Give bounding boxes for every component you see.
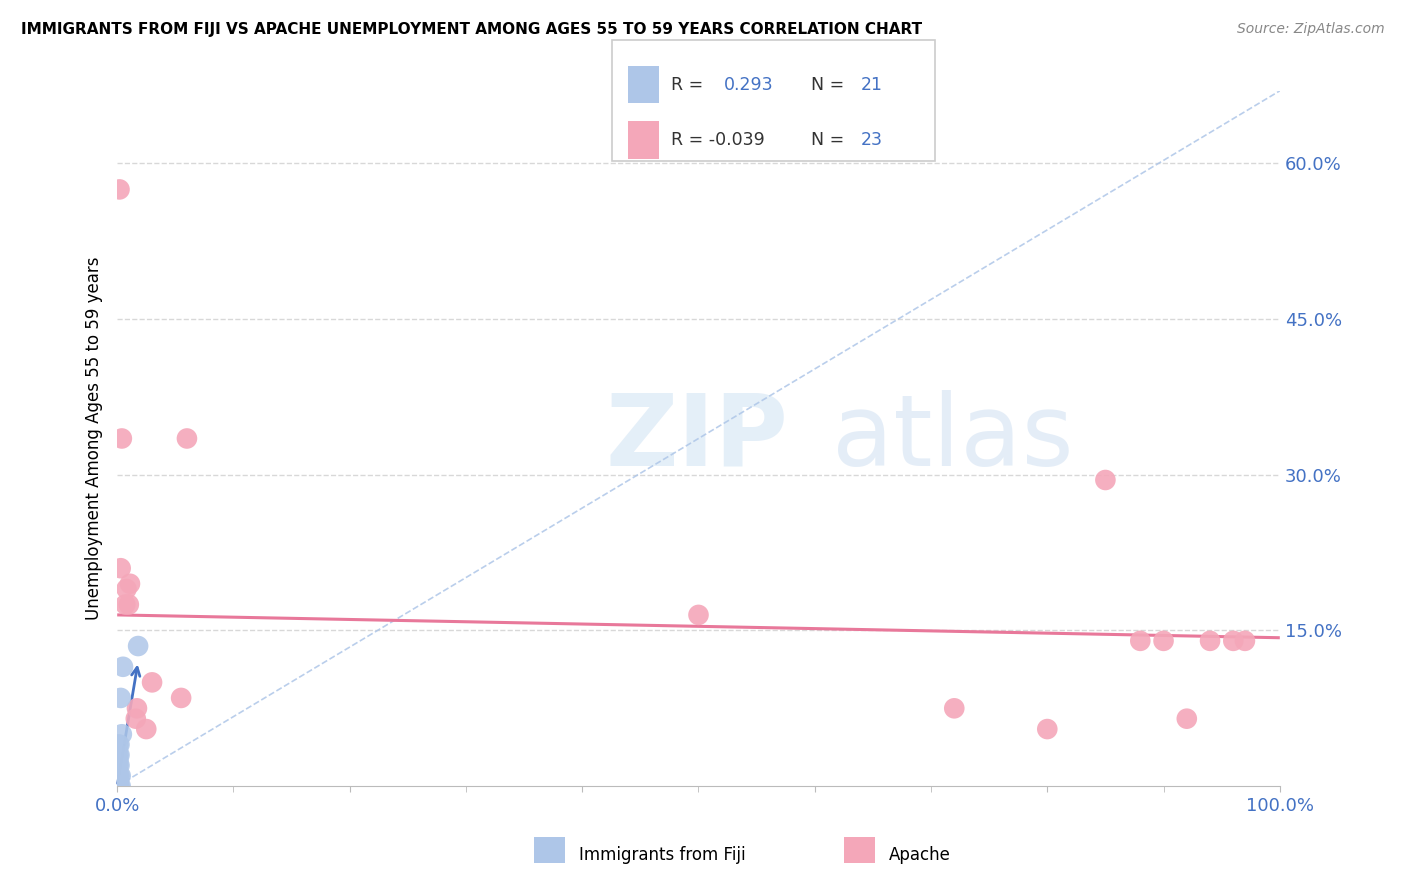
Text: IMMIGRANTS FROM FIJI VS APACHE UNEMPLOYMENT AMONG AGES 55 TO 59 YEARS CORRELATIO: IMMIGRANTS FROM FIJI VS APACHE UNEMPLOYM… <box>21 22 922 37</box>
Point <box>114 598 136 612</box>
Text: ZIP: ZIP <box>606 390 789 487</box>
Point <box>1094 473 1116 487</box>
Text: N =: N = <box>811 76 845 94</box>
Text: N =: N = <box>811 131 845 149</box>
Point <box>125 712 148 726</box>
Point <box>1153 633 1175 648</box>
Point <box>943 701 966 715</box>
Text: Apache: Apache <box>889 846 950 863</box>
Point <box>111 727 134 741</box>
Point <box>108 738 131 752</box>
Point <box>107 769 129 783</box>
Point <box>108 758 131 772</box>
Point <box>1175 712 1198 726</box>
Point <box>176 432 198 446</box>
Point <box>1036 722 1059 736</box>
Text: Immigrants from Fiji: Immigrants from Fiji <box>579 846 747 863</box>
Point <box>1222 633 1244 648</box>
Text: R =: R = <box>671 76 714 94</box>
Point <box>1233 633 1256 648</box>
Text: Source: ZipAtlas.com: Source: ZipAtlas.com <box>1237 22 1385 37</box>
Text: 0.293: 0.293 <box>724 76 773 94</box>
Point <box>110 561 132 575</box>
Point <box>1129 633 1152 648</box>
Point <box>107 753 129 767</box>
Y-axis label: Unemployment Among Ages 55 to 59 years: Unemployment Among Ages 55 to 59 years <box>86 257 103 620</box>
Point <box>108 779 131 793</box>
Point <box>127 639 149 653</box>
Point <box>107 758 129 772</box>
Point <box>107 747 129 762</box>
Point <box>118 576 141 591</box>
Point <box>107 774 129 789</box>
Point <box>107 779 129 793</box>
Point <box>110 779 132 793</box>
Text: atlas: atlas <box>832 390 1074 487</box>
Point <box>170 690 193 705</box>
Point <box>141 675 163 690</box>
Point <box>107 779 129 793</box>
Point <box>107 779 129 793</box>
Point <box>1199 633 1222 648</box>
Text: R = -0.039: R = -0.039 <box>671 131 765 149</box>
Point <box>118 598 141 612</box>
Point <box>107 738 129 752</box>
Point <box>111 432 134 446</box>
Point <box>110 769 132 783</box>
Point <box>115 582 138 596</box>
Point <box>108 769 131 783</box>
Point <box>108 747 131 762</box>
Point <box>125 701 148 715</box>
Point <box>107 779 129 793</box>
Point <box>135 722 157 736</box>
Point <box>110 690 132 705</box>
Point <box>108 182 131 196</box>
Text: 23: 23 <box>860 131 883 149</box>
Point <box>111 660 134 674</box>
Text: 21: 21 <box>860 76 883 94</box>
Point <box>688 607 710 622</box>
